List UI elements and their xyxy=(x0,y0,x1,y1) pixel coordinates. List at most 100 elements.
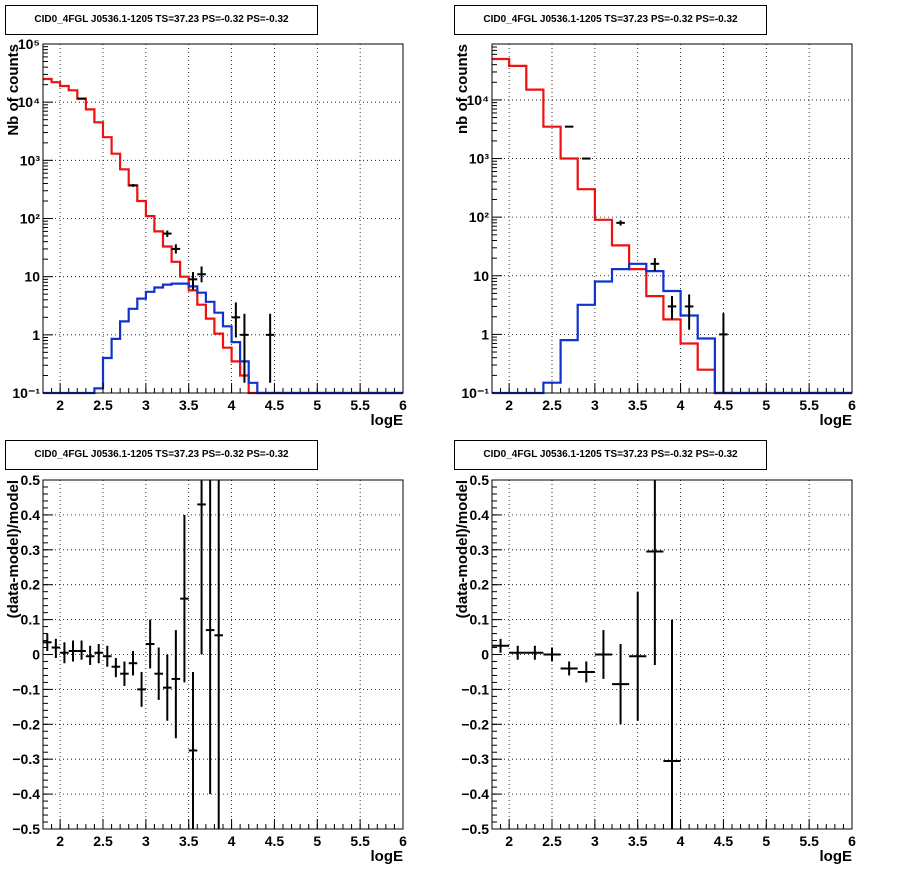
y-tick-label: 0.2 xyxy=(470,577,490,593)
chart-title-4: CID0_4FGL J0536.1-1205 TS=37.23 PS=-0.32… xyxy=(483,449,738,460)
x-tick-label: 2.5 xyxy=(93,833,113,849)
y-tick-label: 0.3 xyxy=(21,542,41,558)
x-tick-label: 3.5 xyxy=(179,397,199,413)
y-tick-label: 10² xyxy=(469,209,490,225)
series-data xyxy=(564,125,728,393)
y-tick-label: 0.4 xyxy=(21,507,41,523)
data-point xyxy=(77,97,86,100)
y-tick-label: 10 xyxy=(24,269,40,285)
x-tick-label: 6 xyxy=(399,833,407,849)
plot-frame xyxy=(491,43,853,394)
y-tick-label: −0.2 xyxy=(461,716,489,732)
title-box-4: CID0_4FGL J0536.1-1205 TS=37.23 PS=-0.32… xyxy=(454,440,767,470)
data-point xyxy=(180,514,189,683)
y-axis-label: (data-model)/model xyxy=(5,480,22,618)
data-point xyxy=(577,661,595,683)
data-point xyxy=(543,647,561,662)
data-point xyxy=(94,644,103,664)
data-point xyxy=(163,654,172,721)
x-tick-label: 5.5 xyxy=(350,397,370,413)
data-point xyxy=(128,651,138,676)
y-tick-label: 0.5 xyxy=(470,472,490,488)
x-tick-label: 2.5 xyxy=(542,397,562,413)
x-tick-label: 3.5 xyxy=(179,833,199,849)
y-tick-label: 0.1 xyxy=(21,612,41,628)
data-point xyxy=(154,647,163,700)
series-total_model xyxy=(43,77,403,395)
y-tick-label: −0.1 xyxy=(461,681,489,697)
data-point xyxy=(43,633,52,652)
series-data xyxy=(77,97,275,383)
data-point xyxy=(612,644,630,725)
chart-title-2: CID0_4FGL J0536.1-1205 TS=37.23 PS=-0.32… xyxy=(483,14,738,25)
x-tick-label: 5.5 xyxy=(350,833,370,849)
y-tick-label: 10⁴ xyxy=(467,92,490,108)
chart-3: 2 2.5 3 3.5 4 4.5 5 5.5 6 −0.5 −0.4 −0.3 −0.2 −0.1 0 0.… xyxy=(5,472,407,865)
title-box-1: CID0_4FGL J0536.1-1205 TS=37.23 PS=-0.32… xyxy=(5,5,318,35)
data-point xyxy=(120,661,129,686)
y-tick-label: 10² xyxy=(20,211,41,227)
x-tick-label: 2.5 xyxy=(542,833,562,849)
chart-title-1: CID0_4FGL J0536.1-1205 TS=37.23 PS=-0.32… xyxy=(34,14,289,25)
x-tick-label: 4.5 xyxy=(714,397,734,413)
y-tick-label: 1 xyxy=(481,326,489,342)
data-point xyxy=(560,661,578,676)
x-tick-label: 5 xyxy=(762,397,770,413)
y-tick-label: −0.3 xyxy=(12,751,40,767)
y-axis-label: nb of counts xyxy=(454,44,471,134)
y-tick-label: −0.1 xyxy=(12,681,40,697)
data-point xyxy=(197,266,206,283)
data-point xyxy=(582,157,591,160)
y-axis-label: Nb of counts xyxy=(5,44,22,136)
chart-2: 2 2.5 3 3.5 4 4.5 5 5.5 6 10⁻¹ 1 10 10² 10³ 10⁴ logE nb … xyxy=(454,43,856,429)
data-point xyxy=(240,313,249,383)
chart-4: 2 2.5 3 3.5 4 4.5 5 5.5 6 −0.5 −0.4 −0.3 −0.2 −0.1 0 0.… xyxy=(454,472,856,865)
x-tick-label: 4 xyxy=(677,397,685,413)
y-tick-label: 10³ xyxy=(20,152,41,168)
x-tick-label: 3.5 xyxy=(628,397,648,413)
x-tick-label: 5 xyxy=(313,397,321,413)
data-point xyxy=(663,619,681,829)
y-tick-label: 1 xyxy=(32,327,40,343)
x-tick-label: 5 xyxy=(762,833,770,849)
chart-1: 2 2.5 3 3.5 4 4.5 5 5.5 6 10⁻¹ 1 10 10² 10³ 10⁴ 10⁵ logE… xyxy=(5,36,407,429)
data-point xyxy=(667,296,677,320)
data-point xyxy=(171,630,181,739)
x-tick-label: 5.5 xyxy=(799,397,819,413)
x-axis-label: logE xyxy=(820,412,853,429)
data-point xyxy=(265,313,275,383)
y-tick-label: −0.5 xyxy=(461,821,489,837)
data-point xyxy=(509,645,527,660)
x-tick-label: 4 xyxy=(228,397,236,413)
series-total_model xyxy=(492,57,852,395)
x-tick-label: 4.5 xyxy=(265,833,285,849)
data-point xyxy=(646,480,664,665)
x-tick-label: 3.5 xyxy=(628,833,648,849)
data-point xyxy=(60,642,69,664)
x-axis-label: logE xyxy=(371,412,404,429)
data-point xyxy=(564,125,574,128)
data-point xyxy=(85,645,95,665)
y-tick-label: 10⁻¹ xyxy=(12,385,40,401)
x-axis-label: logE xyxy=(820,848,853,865)
y-tick-label: 0.4 xyxy=(470,507,490,523)
series-source_model xyxy=(492,262,852,395)
y-tick-label: 0 xyxy=(32,647,40,663)
x-tick-label: 2 xyxy=(56,833,64,849)
data-point xyxy=(111,657,121,678)
data-point xyxy=(650,258,660,272)
data-point xyxy=(197,480,206,655)
x-tick-label: 6 xyxy=(848,833,856,849)
chart-title-3: CID0_4FGL J0536.1-1205 TS=37.23 PS=-0.32… xyxy=(34,449,289,460)
series-data xyxy=(492,480,681,829)
y-tick-label: 0.3 xyxy=(470,542,490,558)
y-tick-label: 10⁻¹ xyxy=(461,385,489,401)
data-point xyxy=(188,671,198,829)
data-point xyxy=(616,220,625,226)
series-data xyxy=(43,480,223,829)
data-point xyxy=(77,640,86,660)
data-point xyxy=(231,302,241,338)
x-tick-label: 4 xyxy=(228,833,236,849)
y-tick-label: −0.5 xyxy=(12,821,40,837)
